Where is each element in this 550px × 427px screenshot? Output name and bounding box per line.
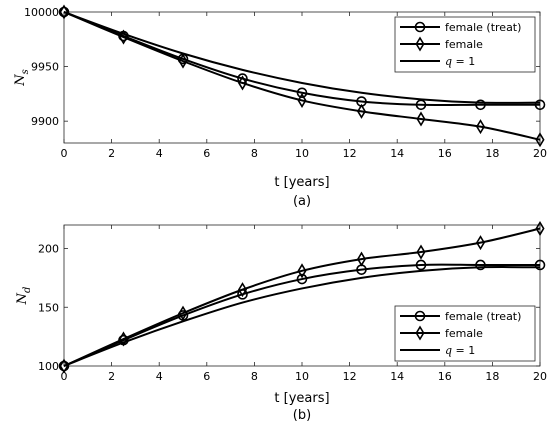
data-point: [415, 259, 427, 271]
x-tick-label: 16: [438, 147, 452, 160]
panel-subtitle: (b): [293, 408, 311, 423]
series-line: [63, 11, 541, 141]
legend: female (treat) female q = 1: [394, 16, 536, 73]
data-point: [534, 259, 546, 271]
y-tick-label: 100: [38, 360, 59, 373]
x-tick-label: 18: [485, 370, 499, 383]
data-point: [296, 87, 308, 99]
x-tick-label: 0: [61, 147, 68, 160]
series-2: [63, 11, 541, 104]
data-point: [475, 119, 486, 135]
y-tick-label: 9950: [31, 61, 59, 74]
series-1: [59, 220, 545, 374]
x-axis-label: t [years]: [274, 175, 329, 190]
x-tick-label: 20: [533, 370, 547, 383]
legend-label: q = 1: [445, 344, 475, 357]
data-point: [178, 53, 188, 69]
data-point: [416, 244, 426, 260]
series-line: [63, 227, 541, 367]
x-tick-label: 18: [485, 147, 499, 160]
series-line: [63, 11, 540, 107]
x-tick-label: 16: [438, 370, 452, 383]
data-point: [535, 220, 545, 237]
series-2: [63, 266, 541, 367]
x-tick-label: 14: [390, 147, 404, 160]
y-axis-label: Ns: [13, 69, 31, 87]
x-tick-label: 10: [295, 147, 309, 160]
legend-marker: [414, 21, 426, 33]
legend-label: female: [445, 327, 483, 340]
x-tick-label: 12: [343, 370, 357, 383]
x-tick-label: 2: [108, 370, 115, 383]
series-line: [63, 11, 541, 104]
series-line: [63, 263, 540, 367]
data-point: [475, 259, 486, 271]
data-point: [237, 75, 248, 91]
legend-label: female (treat): [445, 21, 521, 34]
x-tick-label: 6: [203, 147, 210, 160]
data-point: [534, 99, 546, 111]
legend-marker: [415, 325, 425, 341]
x-tick-label: 4: [156, 147, 163, 160]
data-point: [59, 4, 69, 20]
data-point: [475, 235, 486, 251]
legend-label: female: [445, 38, 483, 51]
x-tick-label: 4: [156, 370, 163, 383]
legend-label: q = 1: [445, 55, 475, 68]
y-tick-label: 200: [38, 243, 59, 256]
data-point: [237, 282, 248, 298]
x-tick-label: 0: [61, 370, 68, 383]
x-tick-label: 20: [533, 147, 547, 160]
y-tick-label: 9900: [31, 115, 59, 128]
data-point: [356, 251, 367, 267]
x-tick-label: 12: [343, 147, 357, 160]
series-line: [63, 266, 541, 367]
x-tick-label: 6: [203, 370, 210, 383]
x-tick-label: 8: [251, 370, 258, 383]
data-point: [535, 132, 545, 148]
legend: female (treat) female q = 1: [394, 305, 536, 362]
data-point: [178, 305, 188, 321]
chart-panel-b: 0 2 4 6 8 10 12 14 16 18 20 100 150 200 t [years] (b) Nd…: [15, 220, 547, 423]
data-point: [118, 331, 129, 347]
data-point: [356, 103, 367, 119]
y-tick-label: 10000: [24, 6, 59, 19]
data-point: [475, 99, 486, 111]
data-point: [297, 263, 307, 279]
data-point: [297, 92, 307, 108]
legend-marker: [414, 310, 426, 322]
chart-panel-a: 0 2 4 6 8 10 12 14 16 18 20 9900 9950 10000 t [years] (…: [13, 4, 547, 209]
legend-label: female (treat): [445, 310, 521, 323]
legend-marker: [415, 36, 425, 52]
x-axis-label: t [years]: [274, 391, 329, 406]
x-tick-label: 10: [295, 370, 309, 383]
x-tick-label: 2: [108, 147, 115, 160]
x-tick-label: 14: [390, 370, 404, 383]
y-tick-label: 150: [38, 301, 59, 314]
y-axis-label: Nd: [15, 287, 33, 306]
data-point: [416, 111, 426, 127]
panel-subtitle: (a): [293, 194, 311, 209]
data-point: [296, 273, 308, 285]
x-tick-label: 8: [251, 147, 258, 160]
